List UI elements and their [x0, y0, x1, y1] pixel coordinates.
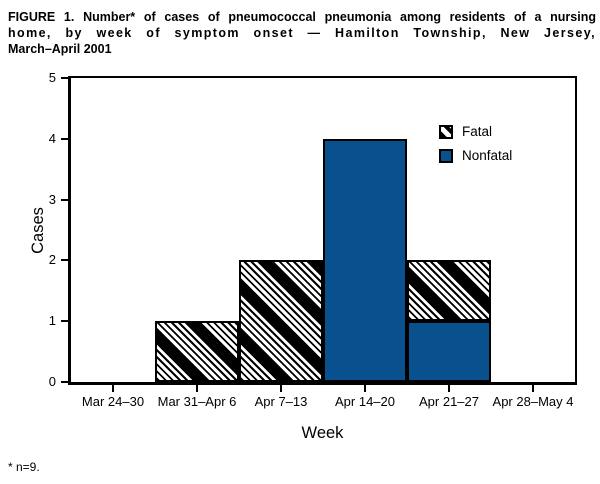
- y-tick-label: 1: [48, 313, 56, 329]
- legend-item-nonfatal: Nonfatal: [439, 148, 512, 163]
- bar-nonfatal-apr-21-27: [407, 321, 491, 382]
- y-tick: [61, 259, 68, 262]
- y-tick: [61, 198, 68, 201]
- y-tick: [61, 77, 68, 79]
- x-tick-label: Apr 7–13: [254, 394, 308, 409]
- x-axis-title: Week: [301, 424, 344, 442]
- y-tick-label: 5: [48, 70, 56, 85]
- plot-area: Fatal Nonfatal: [68, 76, 577, 385]
- x-tick-label: Mar 24–30: [81, 394, 145, 409]
- bar-nonfatal-apr-14-20: [323, 138, 407, 382]
- bar-fatal-apr-21-27: [407, 260, 491, 322]
- y-tick-label: 0: [48, 374, 56, 389]
- y-tick: [61, 381, 68, 383]
- x-tick-label: Mar 31–Apr 6: [157, 394, 237, 409]
- x-tick: [196, 385, 198, 392]
- y-tick-label: 2: [48, 252, 56, 268]
- bar-fatal-mar-31-apr-6: [155, 321, 239, 382]
- x-tick: [448, 385, 450, 392]
- x-tick: [532, 385, 534, 392]
- y-tick-label: 3: [48, 191, 56, 207]
- x-tick-label: Apr 21–27: [419, 394, 479, 409]
- figure-title-line-2: home, by week of symptom onset — Hamilto…: [8, 26, 596, 40]
- footnote: * n=9.: [8, 460, 40, 474]
- y-tick: [61, 320, 68, 323]
- fatal-hatch-swatch-icon: [439, 124, 453, 139]
- legend: Fatal Nonfatal: [439, 124, 512, 163]
- figure-title-line-1: FIGURE 1. Number* of cases of pneumococc…: [8, 10, 596, 24]
- legend-label-nonfatal: Nonfatal: [462, 148, 513, 163]
- y-axis-title-text: Cases: [28, 207, 47, 254]
- legend-item-fatal: Fatal: [439, 124, 512, 139]
- y-tick: [61, 137, 68, 140]
- x-tick: [112, 385, 114, 392]
- y-tick-label: 4: [48, 130, 56, 146]
- nonfatal-swatch-icon: [439, 148, 453, 163]
- y-axis-title: Cases: [26, 76, 50, 385]
- x-tick-label: Apr 28–May 4: [492, 394, 574, 409]
- figure-title: FIGURE 1. Number* of cases of pneumococc…: [8, 9, 596, 57]
- x-tick: [280, 385, 282, 392]
- legend-label-fatal: Fatal: [462, 124, 493, 139]
- x-tick: [364, 385, 366, 392]
- x-tick-label: Apr 14–20: [335, 394, 395, 409]
- bar-fatal-apr-7-13: [239, 260, 323, 382]
- figure-title-line-3: March–April 2001: [8, 42, 112, 56]
